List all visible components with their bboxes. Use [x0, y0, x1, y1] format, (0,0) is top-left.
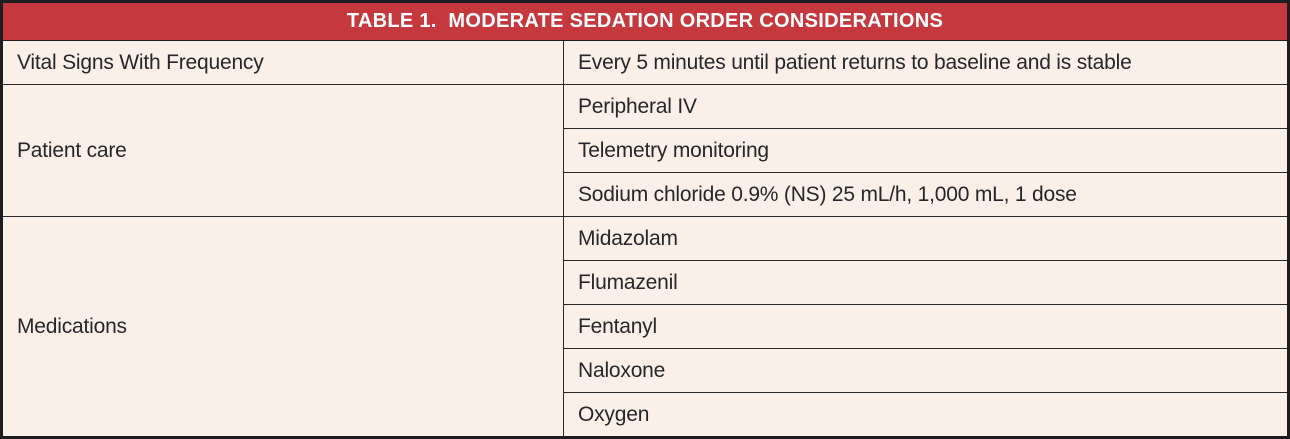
- table-row: Sodium chloride 0.9% (NS) 25 mL/h, 1,000…: [2, 172, 1289, 217]
- cell-patient-care-item-peripheral-iv: Peripheral IV: [563, 84, 1289, 129]
- row-label-vital-signs-with-frequency: Vital Signs With Frequency: [1, 40, 564, 85]
- row-label-medications: Medications: [1, 216, 564, 438]
- cell-medication-midazolam: Midazolam: [563, 216, 1289, 261]
- table-row: Patient care Peripheral IV: [1, 84, 1289, 217]
- table-header-row: TABLE 1. MODERATE SEDATION ORDER CONSIDE…: [1, 1, 1289, 41]
- cell-patient-care-item-sodium-chloride: Sodium chloride 0.9% (NS) 25 mL/h, 1,000…: [563, 172, 1289, 217]
- row-label-patient-care: Patient care: [1, 84, 564, 217]
- table-title: TABLE 1. MODERATE SEDATION ORDER CONSIDE…: [1, 1, 1289, 41]
- cell-vital-signs-frequency-value: Every 5 minutes until patient returns to…: [563, 40, 1289, 85]
- cell-medication-naloxone: Naloxone: [563, 348, 1289, 393]
- cell-medication-fentanyl: Fentanyl: [563, 304, 1289, 349]
- table-row: Fentanyl: [2, 304, 1289, 349]
- table-row: Vital Signs With Frequency Every 5 minut…: [1, 40, 1289, 85]
- cell-patient-care-item-telemetry-monitoring: Telemetry monitoring: [563, 128, 1289, 173]
- cell-medication-flumazenil: Flumazenil: [563, 260, 1289, 305]
- cell-medication-oxygen: Oxygen: [563, 392, 1289, 438]
- table-row: Medications Midazolam: [1, 216, 1289, 438]
- table-row: Telemetry monitoring: [2, 128, 1289, 173]
